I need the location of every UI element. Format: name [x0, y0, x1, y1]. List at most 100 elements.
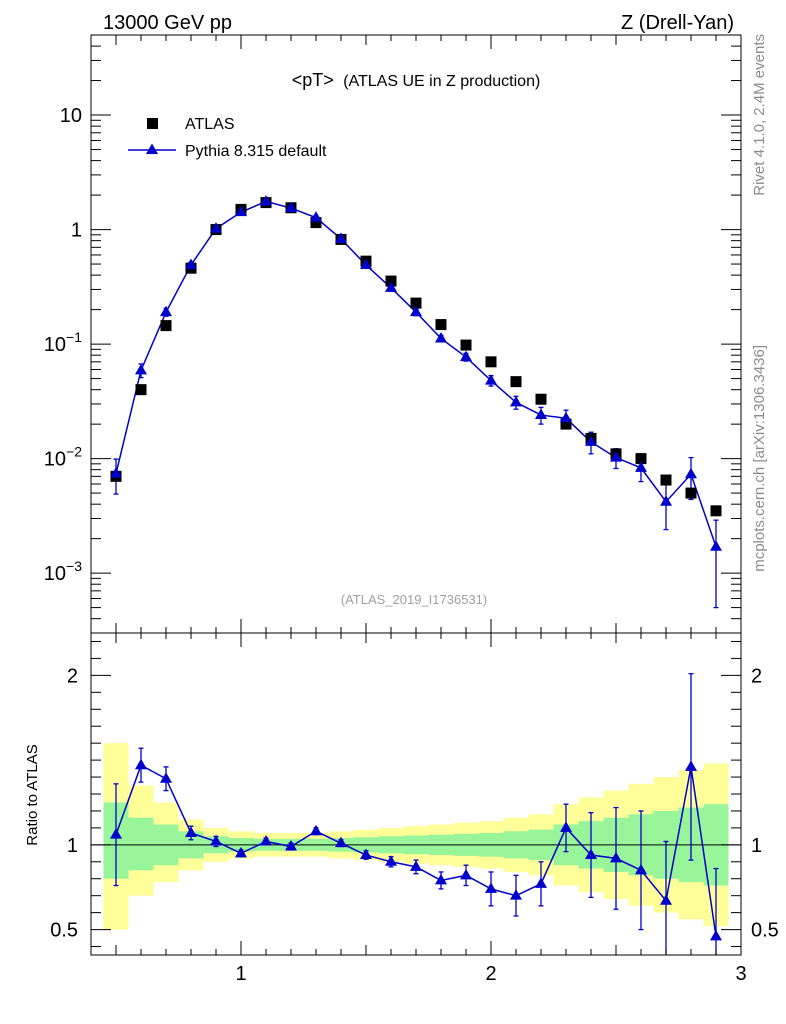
pythia-point	[610, 451, 622, 462]
header-left: 13000 GeV pp	[103, 12, 232, 34]
ratio-point	[585, 848, 597, 860]
pythia-point	[460, 350, 472, 362]
y-tick-label: 10−1	[44, 329, 82, 356]
ratio-point	[235, 846, 247, 858]
pythia-point	[210, 222, 222, 233]
ratio-point	[435, 873, 447, 885]
atlas-point	[635, 453, 647, 465]
atlas-point	[485, 356, 497, 368]
x-tick-labels: 1 2 3	[235, 963, 746, 985]
pythia-point	[635, 461, 647, 472]
ratio-data	[110, 673, 722, 955]
pythia-point	[435, 331, 447, 343]
pythia-point	[335, 232, 347, 243]
title-sub: (ATLAS UE in Z production)	[343, 73, 540, 90]
atlas-point	[510, 376, 522, 388]
pythia-point	[535, 408, 547, 420]
ratio-point	[385, 855, 397, 866]
pythia-point	[235, 205, 247, 217]
pythia-point	[260, 194, 272, 206]
ratio-uncertainty-bands	[103, 743, 729, 930]
pythia-point	[310, 211, 322, 222]
ratio-panel: 0.5 0.5 1 1 2 2 1 2 3 Ratio to ATLAS	[24, 632, 779, 985]
ratio-point	[710, 929, 722, 941]
ratio-point	[210, 834, 222, 846]
y-tick-label: 1	[71, 220, 82, 242]
rivet-version-label: Rivet 4.1.0, 2.4M events	[751, 34, 768, 196]
x-tick-label: 3	[735, 963, 746, 985]
atlas-point	[685, 487, 697, 499]
ratio-point	[285, 840, 297, 851]
ratio-y-tick-label-right: 0.5	[751, 920, 779, 942]
atlas-point	[135, 384, 147, 396]
legend-label-atlas: ATLAS	[185, 116, 235, 133]
pythia-point	[510, 395, 522, 407]
atlas-point	[385, 275, 397, 287]
legend-label-pythia: Pythia 8.315 default	[185, 143, 327, 160]
main-panel-y-tick-labels: 10 1 10−1 10−2 10−3	[44, 105, 82, 585]
atlas-point	[660, 474, 672, 486]
ratio-y-tick-label: 1	[67, 835, 78, 857]
ratio-point	[260, 834, 272, 846]
legend-marker-pythia	[146, 143, 158, 154]
legend: ATLAS Pythia 8.315 default	[128, 116, 327, 160]
chart-title: <pT> (ATLAS UE in Z production)	[292, 70, 541, 90]
ratio-point	[335, 836, 347, 848]
ratio-point	[360, 848, 372, 860]
atlas-point	[535, 393, 547, 405]
pythia-point	[185, 258, 197, 270]
y-tick-label: 10−2	[44, 444, 82, 471]
ratio-point	[110, 828, 122, 839]
atlas-point	[560, 418, 572, 430]
ratio-point	[660, 894, 672, 905]
green-band-bin	[128, 817, 154, 871]
ratio-point	[160, 772, 172, 783]
atlas-point	[460, 339, 472, 351]
pythia-point	[135, 363, 147, 375]
pythia-point	[685, 467, 697, 479]
ratio-point	[185, 826, 197, 837]
ratio-point	[460, 868, 472, 880]
pythia-point	[485, 374, 497, 385]
x-tick-label: 2	[485, 963, 496, 985]
y-tick-label: 10−3	[44, 558, 82, 585]
ratio-point	[635, 863, 647, 875]
atlas-point	[710, 505, 722, 517]
analysis-watermark: (ATLAS_2019_I1736531)	[341, 592, 487, 607]
pythia-point	[585, 435, 597, 446]
mcplots-label: mcplots.cern.ch [arXiv:1306.3436]	[751, 345, 768, 572]
ratio-point	[485, 882, 497, 893]
atlas-point	[310, 217, 322, 229]
pythia-point	[285, 201, 297, 213]
ratio-point	[610, 851, 622, 863]
pythia-point	[660, 495, 672, 506]
ratio-point	[560, 821, 572, 832]
title-main: <pT>	[292, 70, 334, 90]
atlas-point	[160, 320, 172, 332]
ratio-point	[135, 758, 147, 770]
legend-marker-atlas	[147, 118, 158, 129]
ratio-y-tick-label: 2	[67, 665, 78, 687]
atlas-point	[410, 297, 422, 309]
ratio-point	[410, 860, 422, 871]
ratio-y-tick-label-right: 2	[751, 665, 762, 687]
ratio-point	[685, 760, 697, 771]
ratio-y-axis-label: Ratio to ATLAS	[24, 744, 41, 845]
ratio-point	[510, 889, 522, 900]
main-panel: 10 1 10−1 10−2 10−3 <pT> (ATLAS UE in Z prod…	[44, 34, 742, 634]
pythia-point	[110, 467, 122, 478]
pythia-point	[160, 305, 172, 317]
pythia-point	[560, 411, 572, 423]
ratio-y-tick-label: 0.5	[50, 920, 78, 942]
pythia-point	[385, 281, 397, 292]
y-tick-label: 10	[60, 105, 82, 127]
pythia-line	[115, 200, 717, 547]
ratio-point	[310, 824, 322, 836]
main-panel-data	[110, 194, 722, 609]
ratio-panel-ticks	[91, 633, 742, 955]
atlas-point	[435, 319, 447, 331]
ratio-y-tick-label-right: 1	[751, 835, 762, 857]
pythia-point	[360, 258, 372, 270]
pythia-point	[410, 305, 422, 317]
